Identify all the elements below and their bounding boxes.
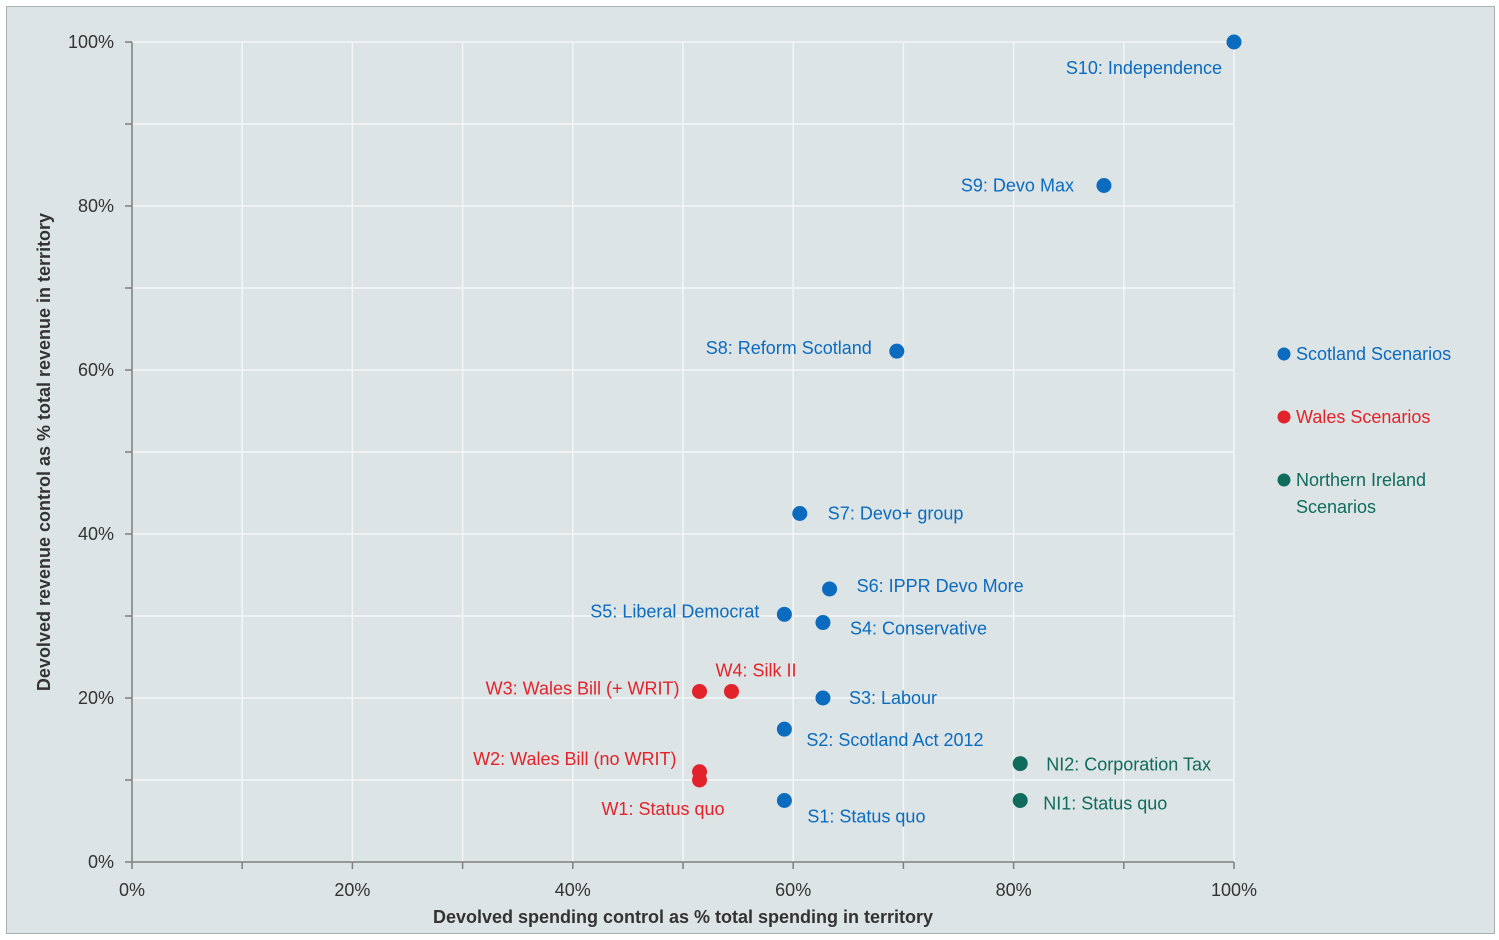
legend-marker	[1277, 473, 1291, 487]
point-label: S6: IPPR Devo More	[857, 576, 1024, 596]
point-label: S10: Independence	[1066, 58, 1222, 78]
point-label: S1: Status quo	[807, 807, 925, 827]
point-label: W2: Wales Bill (no WRIT)	[473, 749, 676, 769]
point-label: S7: Devo+ group	[828, 504, 964, 524]
legend-marker	[1277, 410, 1291, 424]
y-tick-label: 40%	[78, 524, 114, 544]
point-label: W1: Status quo	[601, 799, 724, 819]
data-point	[776, 721, 792, 737]
point-label: W3: Wales Bill (+ WRIT)	[486, 678, 680, 698]
data-point	[723, 683, 739, 699]
data-point	[692, 683, 708, 699]
data-point	[1096, 178, 1112, 193]
x-axis-title: Devolved spending control as % total spe…	[433, 907, 933, 927]
point-label: NI1: Status quo	[1043, 794, 1167, 814]
data-point	[822, 581, 838, 597]
gridlines	[132, 41, 1235, 862]
legend-marker	[1277, 347, 1291, 361]
point-label: S2: Scotland Act 2012	[806, 730, 983, 750]
legend-label: Scenarios	[1296, 497, 1376, 517]
point-label: S9: Devo Max	[961, 176, 1074, 196]
data-point	[1012, 793, 1028, 808]
x-tick-label: 60%	[775, 880, 811, 900]
point-label: S4: Conservative	[850, 619, 987, 639]
x-tick-label: 20%	[334, 880, 370, 900]
legend-label: Scotland Scenarios	[1296, 344, 1451, 364]
point-label: S3: Labour	[849, 688, 937, 708]
legend-label: Northern Ireland	[1296, 470, 1426, 490]
data-point	[815, 690, 831, 706]
point-label: S8: Reform Scotland	[706, 338, 872, 358]
point-label: W4: Silk II	[715, 660, 796, 680]
data-point	[776, 793, 792, 808]
data-point	[815, 615, 831, 631]
data-point	[1226, 34, 1242, 50]
axes	[125, 41, 1235, 869]
data-point	[692, 764, 708, 780]
x-tick-label: 0%	[119, 880, 145, 900]
point-label: NI2: Corporation Tax	[1046, 755, 1211, 775]
x-tick-label: 80%	[996, 880, 1032, 900]
data-point	[776, 606, 792, 622]
y-axis-title: Devolved revenue control as % total reve…	[34, 213, 54, 691]
legend-label: Wales Scenarios	[1296, 407, 1430, 427]
y-tick-label: 0%	[88, 852, 114, 872]
data-point	[889, 343, 905, 359]
data-point	[792, 506, 808, 521]
data-points: S1: Status quo S2: Scotland Act 2012 S3: L…	[473, 34, 1242, 827]
data-point	[1012, 756, 1028, 772]
legend: Scotland Scenarios Wales Scenarios Norther…	[1277, 344, 1451, 517]
point-label: S5: Liberal Democrat	[590, 601, 759, 621]
y-tick-label: 60%	[78, 360, 114, 380]
y-tick-label: 100%	[68, 32, 114, 52]
x-tick-label: 40%	[555, 880, 591, 900]
y-tick-label: 80%	[78, 196, 114, 216]
x-tick-label: 100%	[1211, 880, 1257, 900]
y-tick-label: 20%	[78, 688, 114, 708]
tick-labels: 0% 20% 40% 60% 80% 100% 0% 20% 40% 60% 80% 100%	[68, 32, 1257, 900]
